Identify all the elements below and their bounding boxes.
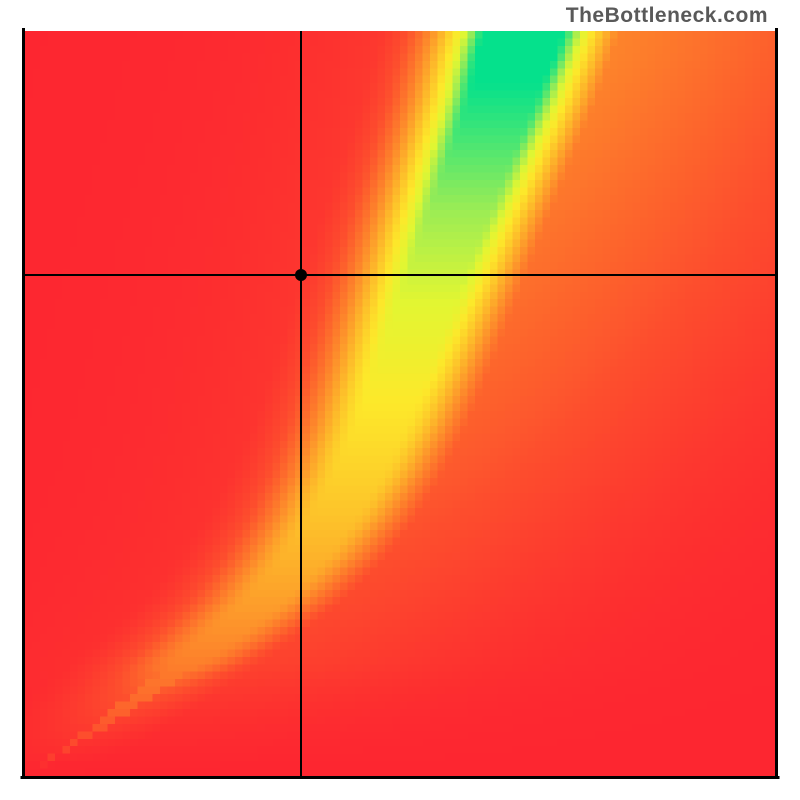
heatmap-canvas: [25, 31, 775, 776]
chart-frame: TheBottleneck.com: [0, 0, 800, 800]
plot-area: [25, 31, 775, 776]
watermark-text: TheBottleneck.com: [566, 4, 768, 28]
